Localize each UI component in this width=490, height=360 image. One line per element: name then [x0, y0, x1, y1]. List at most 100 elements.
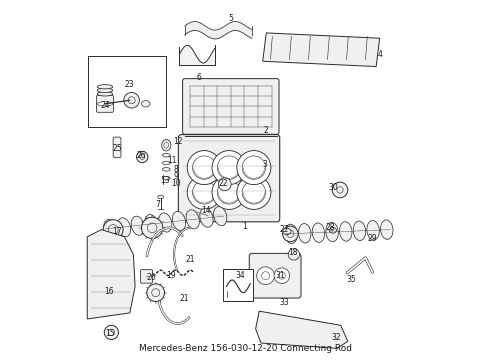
Text: 25: 25: [113, 144, 122, 153]
Circle shape: [237, 175, 271, 210]
Text: 22: 22: [219, 179, 228, 188]
Text: 15: 15: [105, 329, 114, 338]
Polygon shape: [263, 33, 380, 67]
Ellipse shape: [104, 219, 117, 238]
Ellipse shape: [145, 215, 158, 234]
Ellipse shape: [97, 92, 113, 96]
Text: 28: 28: [325, 223, 335, 232]
Text: 29: 29: [368, 234, 377, 243]
Circle shape: [237, 150, 271, 185]
Text: 26: 26: [137, 151, 147, 160]
Text: 11: 11: [168, 156, 177, 165]
Text: 23: 23: [125, 80, 135, 89]
Bar: [223, 269, 253, 301]
FancyBboxPatch shape: [113, 137, 121, 158]
Bar: [88, 56, 166, 127]
Ellipse shape: [162, 168, 170, 171]
Ellipse shape: [200, 208, 213, 227]
Text: 31: 31: [275, 271, 285, 280]
Ellipse shape: [97, 88, 113, 93]
Text: 2: 2: [264, 126, 269, 135]
Circle shape: [104, 325, 119, 339]
Ellipse shape: [226, 136, 236, 142]
Text: 21: 21: [185, 255, 195, 264]
FancyBboxPatch shape: [178, 135, 280, 222]
Text: 21: 21: [180, 294, 190, 303]
Text: 33: 33: [279, 298, 289, 307]
Circle shape: [288, 249, 299, 260]
Ellipse shape: [214, 207, 227, 226]
Text: 20: 20: [146, 273, 156, 282]
Ellipse shape: [162, 140, 171, 151]
Text: 4: 4: [377, 50, 382, 59]
Text: 14: 14: [201, 206, 211, 215]
Ellipse shape: [367, 221, 379, 240]
Polygon shape: [256, 311, 348, 348]
Ellipse shape: [158, 195, 164, 199]
Ellipse shape: [312, 223, 325, 242]
Ellipse shape: [285, 224, 297, 244]
Text: 30: 30: [329, 183, 339, 192]
Circle shape: [212, 150, 246, 185]
Ellipse shape: [97, 102, 113, 106]
Circle shape: [187, 150, 221, 185]
Circle shape: [219, 178, 231, 191]
Ellipse shape: [340, 222, 352, 241]
Text: 3: 3: [262, 159, 267, 168]
Ellipse shape: [242, 136, 252, 142]
Text: 13: 13: [160, 176, 170, 185]
Ellipse shape: [131, 216, 145, 235]
Ellipse shape: [172, 211, 186, 230]
Ellipse shape: [210, 136, 220, 142]
Ellipse shape: [162, 176, 170, 180]
Text: 34: 34: [236, 271, 245, 280]
FancyBboxPatch shape: [97, 95, 114, 112]
Ellipse shape: [329, 228, 337, 233]
Circle shape: [274, 268, 290, 283]
Circle shape: [142, 217, 163, 238]
Ellipse shape: [159, 213, 172, 232]
Text: 24: 24: [100, 101, 110, 110]
Circle shape: [283, 226, 298, 242]
Polygon shape: [87, 230, 135, 319]
FancyBboxPatch shape: [141, 270, 152, 283]
Circle shape: [212, 175, 246, 210]
Text: 5: 5: [228, 14, 233, 23]
Text: 19: 19: [166, 271, 175, 280]
Circle shape: [124, 93, 139, 108]
Circle shape: [187, 175, 221, 210]
Text: 18: 18: [288, 248, 297, 257]
Text: 8: 8: [173, 165, 178, 174]
Ellipse shape: [353, 221, 366, 240]
Text: 35: 35: [346, 275, 356, 284]
Ellipse shape: [162, 153, 170, 157]
Ellipse shape: [326, 222, 338, 242]
FancyBboxPatch shape: [249, 253, 301, 298]
Text: 7: 7: [156, 200, 161, 209]
Ellipse shape: [142, 100, 150, 107]
Text: 12: 12: [173, 136, 182, 145]
Ellipse shape: [118, 218, 131, 237]
Ellipse shape: [186, 210, 199, 229]
Text: Mercedes-Benz 156-030-12-20 Connecting Rod: Mercedes-Benz 156-030-12-20 Connecting R…: [139, 344, 351, 353]
Circle shape: [257, 267, 274, 284]
Text: 16: 16: [104, 287, 113, 296]
Ellipse shape: [381, 220, 393, 239]
Text: 6: 6: [196, 73, 201, 82]
Circle shape: [332, 182, 348, 198]
Text: 10: 10: [171, 179, 181, 188]
Text: 32: 32: [332, 333, 341, 342]
Ellipse shape: [162, 161, 170, 165]
Ellipse shape: [97, 85, 113, 89]
Ellipse shape: [298, 224, 311, 243]
Ellipse shape: [194, 136, 204, 142]
Text: 9: 9: [173, 172, 178, 181]
Circle shape: [137, 151, 148, 163]
FancyBboxPatch shape: [183, 78, 279, 134]
Text: 17: 17: [113, 227, 122, 236]
Ellipse shape: [283, 228, 291, 235]
Text: 27: 27: [279, 225, 289, 234]
Circle shape: [147, 284, 165, 302]
Circle shape: [103, 220, 123, 239]
Text: 1: 1: [243, 221, 247, 230]
